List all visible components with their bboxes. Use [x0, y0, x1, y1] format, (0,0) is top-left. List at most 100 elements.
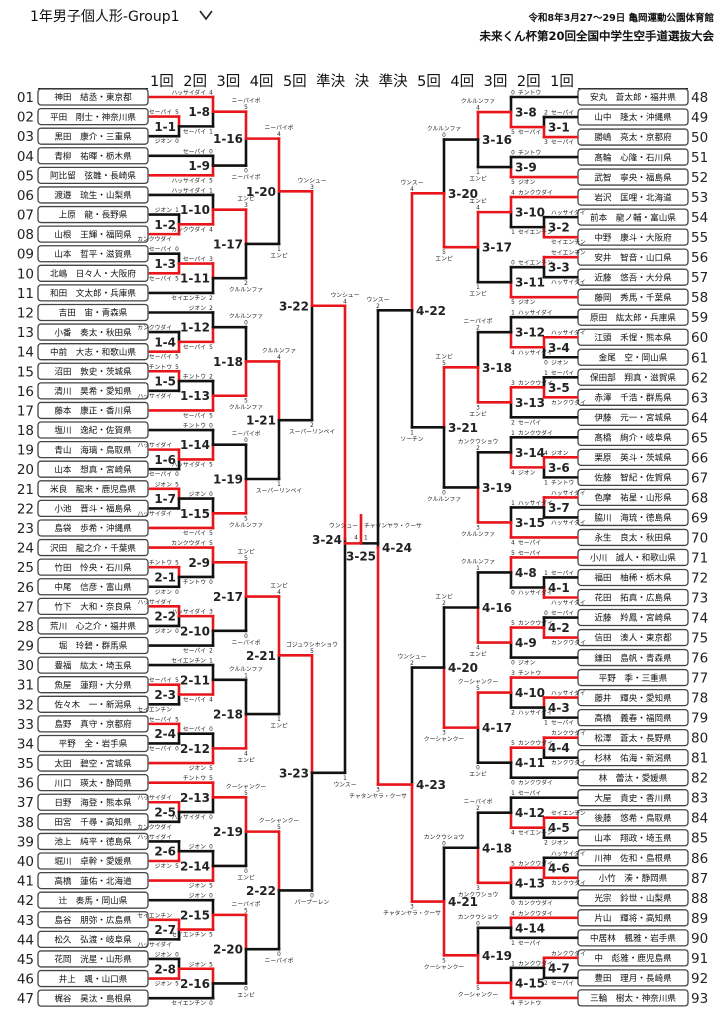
- score: 3: [209, 610, 213, 616]
- score: 5: [209, 776, 213, 782]
- kata-name: セーパイ: [183, 344, 206, 351]
- match-id: 3-9: [515, 161, 537, 175]
- score: 4: [277, 355, 281, 361]
- kata-name: クーシャンクー: [458, 679, 499, 686]
- round-header: 1回 2回 3回 4回 5回 準決決準決 5回 4回 3回 2回 1回: [150, 70, 574, 91]
- kata-name: セイエンチン: [137, 912, 172, 919]
- score: 4: [511, 350, 515, 356]
- round-label: 4回: [450, 74, 475, 90]
- player-number: 25: [17, 560, 34, 576]
- match-id: 3-22: [279, 299, 309, 313]
- score: 5: [175, 864, 179, 870]
- kata-name: カンクウダイ: [551, 639, 586, 647]
- match-id: 3-19: [482, 481, 512, 495]
- player-number: 90: [691, 931, 708, 947]
- score: 5: [209, 933, 213, 939]
- player-number: 15: [17, 364, 34, 380]
- player-name: 吉田 宙・青森県: [59, 307, 128, 319]
- chevron-down-icon[interactable]: [198, 8, 214, 22]
- kata-name: チントウ: [518, 669, 541, 677]
- score: 1: [209, 129, 213, 135]
- score: 3: [511, 671, 515, 677]
- player-name: 武智 寧央・福島県: [594, 171, 672, 183]
- round-label: 3回: [483, 74, 508, 90]
- score: 1: [343, 776, 347, 782]
- score: 2: [376, 304, 380, 310]
- kata-name: ソーチン: [400, 436, 423, 443]
- kata-name: エンピ: [237, 874, 255, 881]
- player-name: 青山 海璃・鳥取県: [54, 444, 132, 456]
- score: 0: [511, 781, 515, 787]
- score: 2: [544, 981, 548, 987]
- match-id: 1-12: [180, 321, 210, 335]
- player-number: 51: [691, 150, 708, 166]
- kata-name: エンピ: [270, 252, 288, 259]
- player-name: 光宗 鈴世・山梨県: [594, 892, 672, 904]
- match-id: 4-22: [416, 304, 446, 318]
- player-box: [37, 695, 149, 713]
- player-name: 江頭 禾惺・熊本県: [594, 331, 672, 343]
- match-id: 1-15: [180, 507, 210, 521]
- score: 4: [410, 187, 414, 193]
- kata-name: カンクウダイ: [518, 189, 553, 197]
- player-name: 太田 碧空・宮城県: [54, 757, 132, 769]
- player-number: 66: [691, 450, 708, 466]
- player-number: 12: [17, 305, 34, 321]
- player-box: [37, 362, 149, 380]
- kata-name: エンピ: [469, 771, 487, 778]
- match-id: 4-20: [448, 661, 478, 675]
- kata-name: ハッサイダイ: [171, 89, 206, 97]
- player-name: 中 彪雅・鹿児島県: [594, 952, 672, 964]
- player-name: 髙橋 絢介・岐阜県: [594, 432, 672, 444]
- player-name: 竹田 怜央・石川県: [54, 561, 132, 573]
- score: 5: [511, 621, 515, 627]
- player-number: 36: [17, 776, 34, 792]
- player-name: 保田部 翔真・滋賀県: [590, 371, 676, 383]
- score: 3: [476, 886, 480, 892]
- kata-name: ハッサイダイ: [518, 309, 553, 317]
- kata-name: ハッサイダイ: [137, 509, 172, 517]
- kata-name: チントウ: [183, 578, 206, 586]
- player-name: 神田 結丞・東京都: [54, 91, 132, 103]
- round-label: 2回: [516, 74, 541, 90]
- kata-name: カンクウダイ: [551, 949, 586, 957]
- player-name: 島谷 朋弥・広島県: [54, 914, 132, 926]
- player-number: 50: [691, 130, 708, 146]
- player-name: 小番 奏太・秋田県: [54, 326, 132, 338]
- kata-name: セーパイ: [183, 256, 206, 263]
- score: 1: [511, 791, 515, 797]
- player-number: 42: [17, 893, 34, 909]
- player-name: 堀 玲碧・群馬県: [59, 640, 128, 652]
- player-box: [37, 186, 149, 204]
- player-box: [37, 852, 149, 870]
- player-number: 04: [17, 149, 34, 165]
- player-name: 前本 龍ノ輔・富山県: [590, 211, 676, 223]
- kata-name: セイエンチン: [171, 1000, 206, 1007]
- player-box: [37, 617, 149, 635]
- player-name: 豊福 紘太・埼玉県: [54, 659, 132, 671]
- score: 3: [511, 381, 515, 387]
- kata-name: セーパイ: [551, 980, 574, 987]
- kata-name: クルルンファ: [461, 98, 495, 105]
- match-id: 3-5: [548, 381, 570, 395]
- score: 0: [175, 746, 179, 752]
- match-id: 1-16: [213, 132, 243, 146]
- score: 3: [442, 731, 446, 737]
- kata-name: ハッサイダイ: [137, 833, 172, 841]
- score: 5: [175, 678, 179, 684]
- score: 4: [209, 697, 213, 703]
- score: 4: [476, 206, 480, 212]
- match-id: 2-4: [154, 727, 176, 741]
- match-id: 2-18: [213, 708, 243, 722]
- score: 5: [511, 861, 515, 867]
- kata-name: クーシャンクー: [424, 964, 465, 971]
- kata-name: セイエンチン: [518, 260, 553, 267]
- player-number: 67: [691, 470, 708, 486]
- score: 2: [511, 711, 515, 717]
- kata-name: エンピ: [237, 548, 255, 555]
- kata-name: エンピ: [469, 291, 487, 298]
- match-id: 4-10: [515, 686, 545, 700]
- match-id: 3-2: [548, 221, 570, 235]
- kata-name: ウンスー: [366, 295, 389, 303]
- kata-name: セーパイ: [149, 677, 172, 684]
